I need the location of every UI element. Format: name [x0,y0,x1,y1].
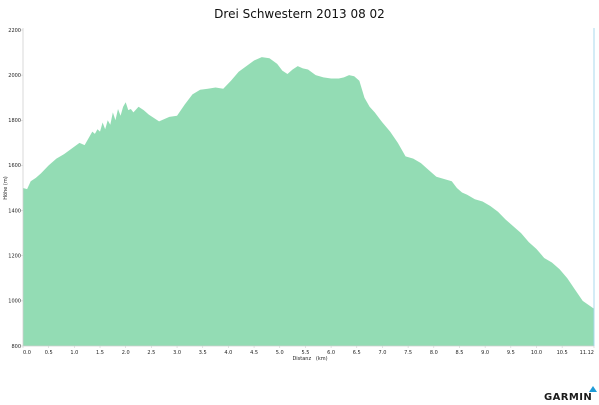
y-tick-label: 1200 [8,254,21,260]
y-tick-label: 2200 [8,28,21,34]
x-tick-label: 8.0 [430,350,438,356]
x-tick-label: 10.5 [557,350,568,356]
x-tick-label: 7.0 [378,350,386,356]
x-tick-label: 9.0 [481,350,489,356]
x-tick-label: 11.12 [580,350,594,356]
y-tick-label: 1400 [8,208,21,214]
x-tick-label: 8.5 [455,350,463,356]
x-tick-label: 7.5 [404,350,412,356]
x-tick-label: 5.0 [276,350,284,356]
garmin-logo-triangle-icon [589,386,597,392]
x-tick-label: 4.5 [250,350,258,356]
x-tick-label: 2.5 [147,350,155,356]
x-tick-label: 0.0 [23,350,31,356]
y-tick-label: 1800 [8,118,21,124]
x-tick-label: 5.5 [301,350,309,356]
x-tick-label: 3.5 [199,350,207,356]
x-tick-label: 2.0 [122,350,130,356]
x-tick-label: 1.0 [70,350,78,356]
x-tick-label: 3.0 [173,350,181,356]
x-tick-label: 6.5 [353,350,361,356]
y-axis-label: Höhe (m) [3,176,9,199]
y-tick-label: 2000 [8,73,21,79]
garmin-logo: GARMIN [544,392,593,403]
x-tick-label: 9.5 [507,350,515,356]
x-tick-label: 6.0 [327,350,335,356]
x-axis-label: Distanz (km) [292,356,327,362]
x-tick-label: 1.5 [96,350,104,356]
y-tick-label: 1600 [8,163,21,169]
x-tick-label: 10.0 [531,350,542,356]
y-tick-label: 1000 [8,299,21,305]
x-tick-label: 4.0 [224,350,232,356]
y-tick-label: 800 [11,344,21,350]
x-tick-label: 0.5 [45,350,53,356]
elevation-area [23,57,594,347]
chart-title: Drei Schwestern 2013 08 02 [214,7,385,21]
